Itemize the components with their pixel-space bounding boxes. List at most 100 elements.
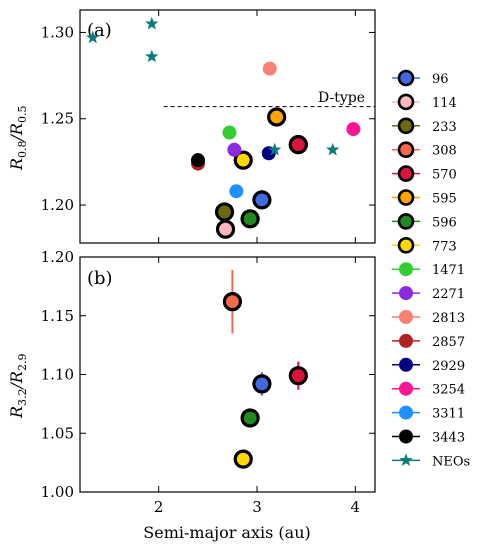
legend-marker bbox=[397, 93, 415, 111]
legend-entry-233: 233 bbox=[392, 117, 457, 135]
legend-marker bbox=[397, 213, 415, 230]
point-596 bbox=[240, 209, 260, 229]
legend-label: 2813 bbox=[432, 311, 465, 326]
x-tick-label: 2 bbox=[154, 498, 164, 516]
legend-label: 2857 bbox=[432, 335, 465, 350]
point-114 bbox=[215, 219, 236, 239]
x-axis-label: Semi-major axis (au) bbox=[143, 523, 310, 542]
legend-marker bbox=[397, 69, 415, 87]
y-tick-label: 1.30 bbox=[41, 23, 74, 41]
legend-marker bbox=[399, 405, 413, 420]
legend-label: 773 bbox=[432, 239, 457, 254]
legend-entry-3443: 3443 bbox=[392, 429, 465, 446]
panel-b-ylabel: R3.2/R2.9 bbox=[7, 354, 29, 419]
legend-label: 596 bbox=[432, 215, 457, 230]
point-773 bbox=[233, 150, 253, 170]
legend-entry-96: 96 bbox=[392, 69, 449, 87]
legend-marker bbox=[399, 357, 413, 372]
panel-a-marks bbox=[86, 16, 375, 239]
legend-entry-2857: 2857 bbox=[392, 333, 465, 350]
x-tick-label: 4 bbox=[351, 498, 361, 516]
legend-label: 3443 bbox=[432, 431, 465, 446]
point-1471 bbox=[222, 125, 237, 140]
legend-marker bbox=[397, 237, 415, 254]
legend-entry-595: 595 bbox=[392, 189, 457, 207]
legend-label: 595 bbox=[432, 192, 457, 207]
y-tick-label: 1.15 bbox=[41, 307, 74, 325]
point-neo bbox=[145, 16, 159, 30]
point-neo bbox=[86, 30, 100, 44]
y-tick-label: 1.10 bbox=[41, 366, 74, 384]
legend-label: 2929 bbox=[432, 359, 465, 374]
legend-marker bbox=[399, 453, 413, 467]
legend-label: NEOs bbox=[432, 454, 470, 469]
legend-marker bbox=[399, 333, 413, 348]
legend-entry-308: 308 bbox=[392, 141, 457, 159]
legend-label: 233 bbox=[432, 120, 457, 135]
point-neo bbox=[268, 142, 282, 156]
y-tick-label: 1.25 bbox=[41, 110, 74, 128]
legend-marker bbox=[397, 165, 415, 182]
panel-a-ylabel: R0.8/R0.5 bbox=[7, 106, 29, 171]
legend-marker bbox=[397, 189, 415, 206]
point-595 bbox=[267, 107, 287, 127]
legend-label: 1471 bbox=[432, 263, 465, 278]
legend-label: 570 bbox=[432, 168, 457, 183]
panel-b: (b) R3.2/R2.9 Semi-major axis (au) 1.001… bbox=[7, 248, 376, 542]
legend-marker bbox=[399, 381, 413, 396]
point-2271 bbox=[227, 142, 242, 157]
point-neo bbox=[326, 142, 340, 156]
legend-label: 3254 bbox=[432, 383, 465, 398]
legend-marker bbox=[399, 310, 413, 324]
panel-a-frame bbox=[79, 9, 376, 244]
legend-label: 2271 bbox=[432, 287, 465, 302]
legend-entry-570: 570 bbox=[392, 165, 457, 183]
legend-entry-1471: 1471 bbox=[392, 262, 465, 278]
y-tick-label: 1.20 bbox=[41, 248, 74, 266]
point-233 bbox=[214, 202, 235, 222]
y-tick-label: 1.00 bbox=[41, 483, 74, 501]
legend-marker bbox=[399, 429, 413, 444]
legend-entry-2271: 2271 bbox=[392, 286, 465, 302]
legend-entry-114: 114 bbox=[392, 93, 457, 111]
legend-entry-3254: 3254 bbox=[392, 381, 465, 398]
panel-a: (a) D-type R0.8/R0.5 1.201.251.30 bbox=[7, 9, 376, 244]
legend-entry-2929: 2929 bbox=[392, 357, 465, 374]
legend-entry-3311: 3311 bbox=[392, 405, 465, 422]
y-tick-label: 1.05 bbox=[41, 424, 74, 442]
point-2813 bbox=[262, 61, 277, 76]
panel-b-ticks: 1.00 1.05 1.10 1.15 1.20 2 3 4 bbox=[41, 248, 375, 516]
panel-b-frame bbox=[79, 256, 376, 493]
legend-label: 96 bbox=[432, 72, 449, 87]
panel-a-ticks: 1.20 1.25 1.30 bbox=[41, 10, 375, 243]
legend-entry-NEOs: NEOs bbox=[392, 453, 470, 469]
legend-label: 308 bbox=[432, 144, 457, 159]
legend: 96 114 233 308 570 595 596 773 1471 2271 2813 2857 2… bbox=[392, 69, 470, 469]
point-570 bbox=[288, 366, 308, 386]
legend-entry-596: 596 bbox=[392, 213, 457, 230]
point-3254 bbox=[346, 122, 361, 137]
point-3443 bbox=[191, 153, 205, 168]
legend-entry-2813: 2813 bbox=[392, 310, 465, 326]
x-tick-label: 3 bbox=[252, 498, 262, 516]
dtype-annotation: D-type bbox=[318, 90, 365, 106]
point-308 bbox=[222, 292, 243, 312]
legend-entry-773: 773 bbox=[392, 237, 457, 254]
legend-marker bbox=[397, 117, 415, 135]
legend-marker bbox=[399, 286, 413, 301]
legend-marker bbox=[399, 262, 413, 277]
legend-marker bbox=[397, 141, 415, 158]
point-96 bbox=[252, 190, 272, 210]
legend-label: 114 bbox=[432, 96, 457, 111]
point-neo bbox=[145, 49, 159, 63]
y-tick-label: 1.20 bbox=[41, 196, 74, 214]
point-96 bbox=[252, 374, 272, 394]
point-570 bbox=[288, 135, 308, 155]
panel-b-marks bbox=[222, 269, 308, 469]
panel-b-label: (b) bbox=[87, 268, 113, 289]
point-596 bbox=[240, 408, 260, 428]
point-773 bbox=[233, 449, 253, 469]
legend-label: 3311 bbox=[432, 407, 465, 422]
point-3311 bbox=[229, 184, 244, 199]
